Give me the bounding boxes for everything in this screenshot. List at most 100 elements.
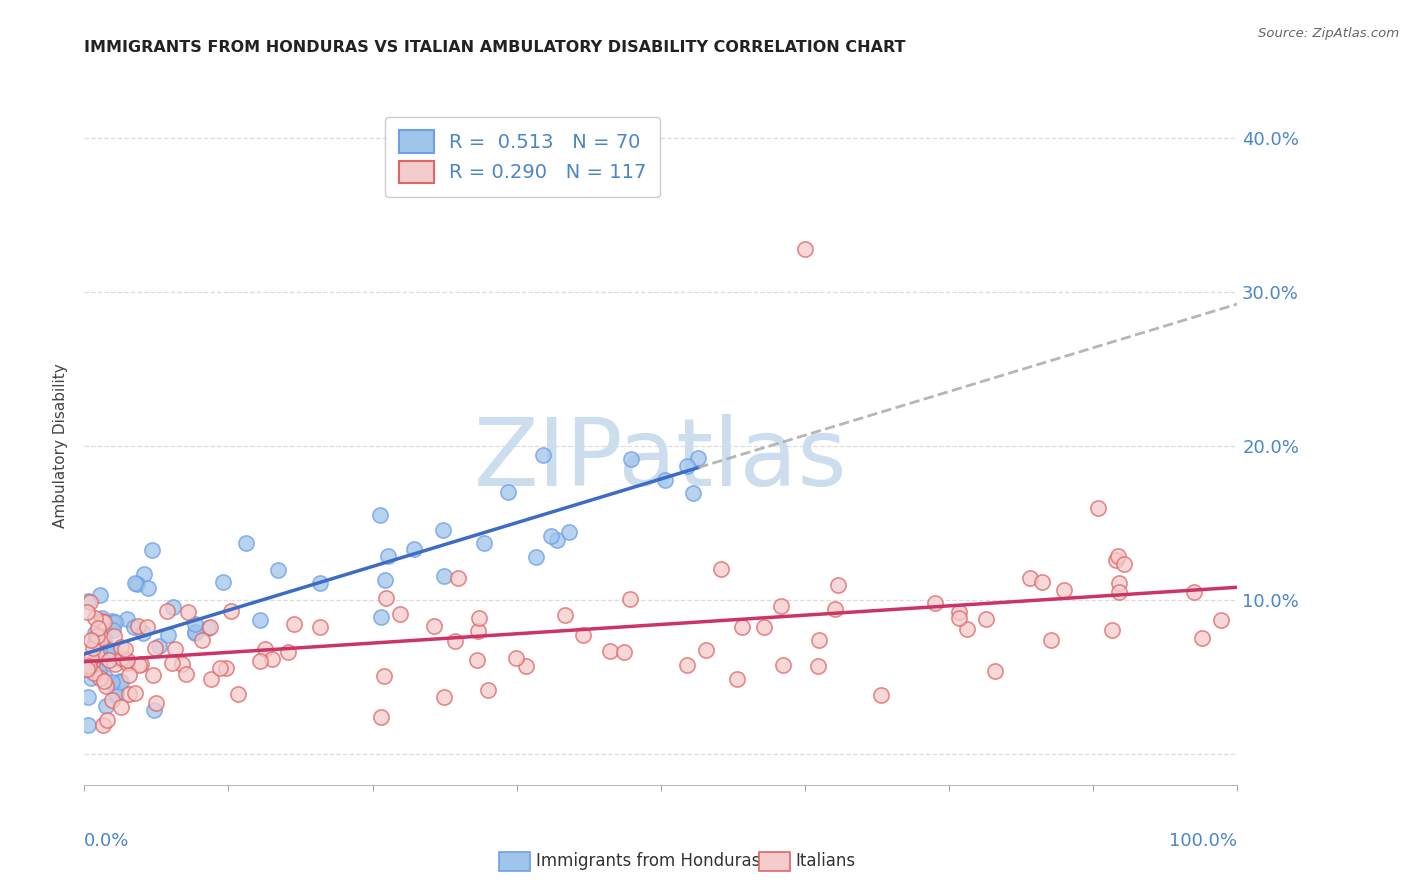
- Point: [76, 662, 98, 676]
- Point: [93, 673, 115, 688]
- Point: [84, 611, 107, 625]
- Point: [110, 700, 132, 714]
- Point: [94, 699, 117, 714]
- Point: [105, 687, 128, 701]
- Point: [1209, 613, 1232, 627]
- Point: [433, 569, 456, 583]
- Point: [97, 653, 120, 667]
- Text: 100.0%: 100.0%: [1170, 832, 1237, 850]
- Point: [1040, 632, 1063, 647]
- Point: [374, 591, 396, 605]
- Text: Source: ZipAtlas.com: Source: ZipAtlas.com: [1258, 27, 1399, 40]
- Point: [477, 682, 499, 697]
- Point: [104, 615, 127, 629]
- Point: [1108, 585, 1130, 599]
- Point: [1019, 571, 1042, 585]
- Point: [142, 668, 165, 682]
- Point: [76, 662, 98, 676]
- Point: [124, 576, 146, 591]
- Point: [80, 651, 103, 665]
- Point: [91, 718, 114, 732]
- Point: [94, 670, 117, 684]
- Point: [807, 659, 830, 673]
- Point: [103, 644, 125, 658]
- Point: [86, 629, 108, 643]
- Point: [84, 625, 107, 640]
- Point: [1087, 500, 1109, 515]
- Point: [554, 607, 576, 622]
- Point: [1104, 553, 1126, 567]
- Point: [162, 599, 184, 614]
- Point: [515, 659, 537, 673]
- Point: [1191, 632, 1213, 646]
- Point: [377, 549, 399, 564]
- Point: [80, 633, 103, 648]
- Point: [309, 575, 332, 590]
- Point: [468, 611, 491, 625]
- Point: [89, 588, 111, 602]
- Point: [184, 625, 207, 640]
- Point: [129, 657, 152, 672]
- Point: [1107, 549, 1129, 564]
- Point: [96, 640, 118, 654]
- Point: [654, 474, 676, 488]
- Point: [90, 611, 112, 625]
- Point: [725, 672, 748, 686]
- Point: [115, 656, 138, 670]
- Point: [170, 657, 193, 671]
- Point: [77, 659, 100, 673]
- Point: [107, 651, 129, 665]
- Point: [101, 675, 124, 690]
- Point: [86, 631, 108, 645]
- Point: [1112, 557, 1135, 571]
- Point: [215, 661, 238, 675]
- Point: [531, 448, 554, 462]
- Point: [111, 650, 134, 665]
- Point: [110, 674, 132, 689]
- Point: [132, 567, 155, 582]
- Text: IMMIGRANTS FROM HONDURAS VS ITALIAN AMBULATORY DISABILITY CORRELATION CHART: IMMIGRANTS FROM HONDURAS VS ITALIAN AMBU…: [84, 40, 905, 55]
- Point: [472, 535, 495, 549]
- Point: [76, 593, 98, 607]
- Point: [404, 542, 426, 557]
- Point: [114, 642, 136, 657]
- Point: [76, 690, 98, 704]
- Text: Italians: Italians: [796, 852, 856, 870]
- Point: [260, 651, 283, 665]
- Point: [160, 656, 183, 670]
- Point: [423, 619, 446, 633]
- Point: [101, 623, 124, 637]
- Point: [84, 634, 107, 648]
- Point: [283, 616, 305, 631]
- Point: [769, 599, 792, 613]
- Point: [211, 574, 233, 589]
- Point: [110, 640, 132, 654]
- Point: [108, 673, 131, 688]
- Point: [112, 651, 135, 665]
- Point: [373, 668, 395, 682]
- Point: [124, 686, 146, 700]
- Point: [89, 664, 111, 678]
- Point: [1108, 576, 1130, 591]
- Point: [125, 577, 148, 591]
- Point: [91, 614, 114, 628]
- Point: [620, 452, 643, 467]
- Point: [974, 612, 997, 626]
- Point: [266, 563, 288, 577]
- Point: [924, 597, 946, 611]
- Point: [91, 631, 114, 645]
- Point: [1053, 582, 1076, 597]
- Point: [1101, 623, 1123, 637]
- Point: [948, 605, 970, 619]
- Point: [184, 616, 207, 631]
- Point: [143, 703, 166, 717]
- Point: [235, 536, 257, 550]
- Point: [184, 625, 207, 640]
- Point: [546, 533, 568, 548]
- Point: [141, 543, 163, 558]
- Point: [772, 657, 794, 672]
- Point: [80, 671, 103, 685]
- Point: [138, 582, 160, 596]
- Point: [82, 640, 104, 655]
- Point: [524, 549, 547, 564]
